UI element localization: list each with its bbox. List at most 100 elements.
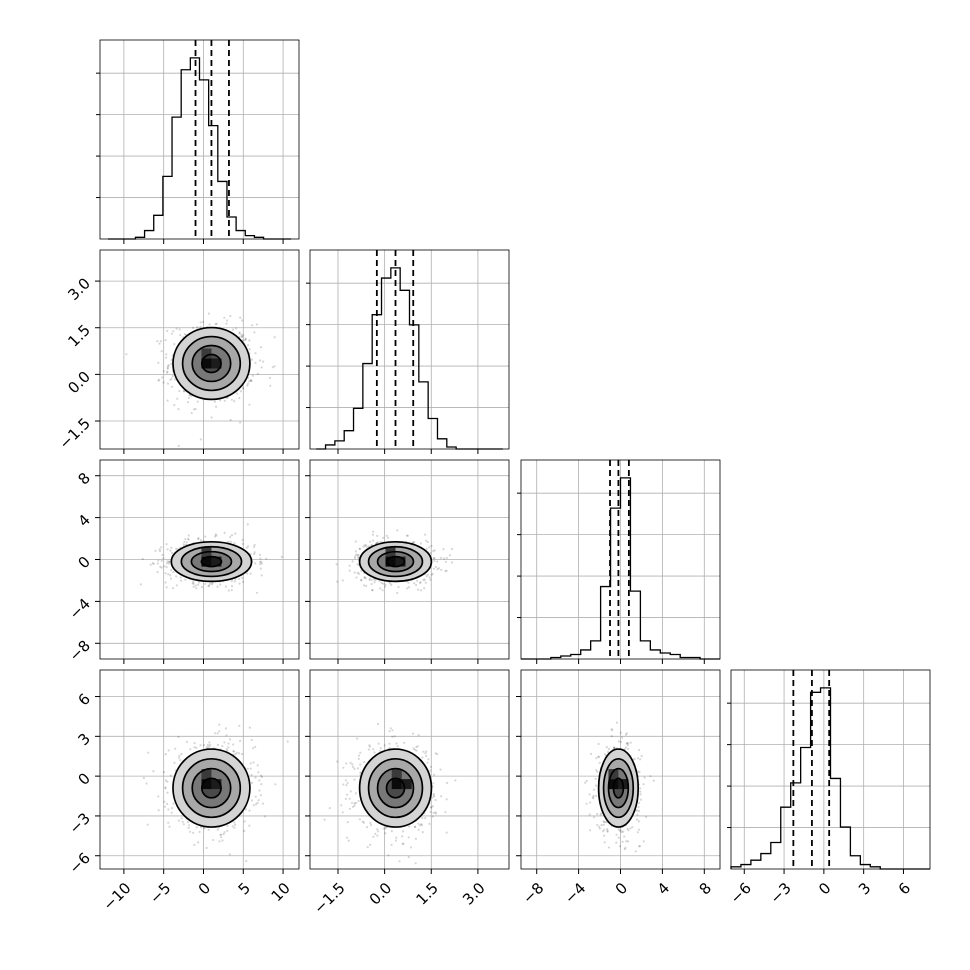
scatter-point — [172, 802, 175, 805]
scatter-point — [208, 584, 211, 587]
scatter-point — [194, 408, 197, 411]
scatter-point — [369, 745, 372, 748]
scatter-point — [444, 570, 447, 573]
scatter-point — [219, 399, 222, 402]
scatter-point — [357, 754, 361, 757]
scatter-point — [445, 781, 449, 785]
scatter-point — [412, 747, 415, 750]
scatter-point — [248, 348, 251, 351]
scatter-point — [246, 344, 250, 347]
contour-line — [607, 767, 630, 809]
scatter-point — [429, 769, 432, 772]
scatter-point — [605, 746, 608, 749]
scatter-point — [618, 845, 622, 848]
scatter-point — [142, 776, 145, 780]
scatter-point — [216, 828, 219, 831]
scatter-point — [629, 741, 632, 744]
scatter-point — [229, 540, 232, 543]
scatter-point — [246, 382, 250, 385]
density-core — [201, 358, 212, 369]
scatter-point — [163, 565, 166, 568]
scatter-point — [191, 582, 194, 585]
scatter-point — [356, 563, 359, 566]
scatter-point — [423, 587, 426, 590]
scatter-point — [257, 799, 260, 802]
scatter-point — [166, 399, 169, 402]
scatter-point — [223, 831, 226, 834]
scatter-point — [248, 380, 251, 383]
scatter-point — [205, 846, 208, 850]
scatter-point — [259, 563, 262, 566]
scatter-point — [274, 783, 277, 786]
scatter-point — [376, 828, 379, 831]
scatter-point — [426, 761, 429, 764]
panel-frame — [99, 249, 300, 450]
scatter-point — [433, 549, 436, 552]
scatter-point — [253, 543, 256, 547]
histogram-series-0 — [107, 57, 292, 240]
scatter-point — [164, 787, 167, 790]
scatter-point — [233, 821, 236, 824]
scatter-point — [407, 581, 410, 584]
panel-frame — [99, 669, 300, 870]
scatter-point — [638, 770, 641, 774]
scatter-point — [598, 825, 601, 828]
scatter-point — [389, 727, 392, 730]
scatter-point — [323, 818, 326, 821]
density-core — [201, 779, 212, 790]
scatter-point — [419, 581, 422, 584]
scatter-point — [407, 586, 411, 589]
scatter-point — [226, 824, 229, 828]
scatter-point — [642, 783, 645, 786]
scatter-point — [259, 561, 262, 564]
scatter-point — [173, 761, 176, 765]
hist-panel-0 — [96, 39, 300, 240]
scatter-point — [158, 549, 162, 553]
scatter-point — [448, 554, 452, 557]
x-tick-label: 1.5 — [412, 879, 442, 909]
scatter-point — [233, 580, 236, 583]
scatter-point — [227, 589, 230, 592]
scatter-point — [589, 801, 592, 804]
scatter-point — [198, 581, 201, 584]
hist-panel-2 — [517, 459, 721, 660]
scatter-point — [636, 818, 639, 821]
scatter-point — [259, 346, 263, 349]
scatter-point — [430, 573, 433, 576]
scatter-point — [234, 327, 238, 330]
y-tick-label: 0 — [75, 553, 94, 572]
scatter-point — [349, 761, 352, 765]
scatter-point — [606, 829, 609, 832]
contour-line — [367, 757, 424, 819]
scatter-point — [162, 381, 165, 384]
histogram-series-3 — [730, 687, 930, 870]
scatter-point — [168, 560, 171, 564]
scatter-point — [356, 767, 359, 770]
scatter-point — [617, 836, 620, 839]
scatter-point — [642, 840, 645, 843]
density-core — [201, 348, 212, 359]
scatter-point — [636, 813, 639, 816]
scatter-point — [617, 740, 621, 743]
scatter-point — [421, 756, 424, 759]
scatter-point — [401, 830, 405, 833]
scatter-point — [637, 828, 641, 831]
scatter-point — [248, 824, 251, 827]
scatter-point — [224, 727, 228, 730]
scatter-point — [359, 751, 362, 754]
scatter-point — [595, 769, 598, 772]
scatter-point — [195, 746, 198, 749]
scatter-point — [229, 535, 232, 539]
scatter-point — [649, 775, 652, 778]
y-tick-label: 3 — [75, 730, 94, 749]
scatter-point — [637, 805, 640, 809]
scatter-point — [353, 802, 356, 805]
scatter-point — [419, 542, 422, 545]
scatter-point — [639, 758, 642, 761]
scatter-point — [428, 546, 431, 549]
y-tick-label: 0.0 — [64, 368, 94, 398]
scatter-point — [349, 790, 352, 793]
scatter-point — [623, 835, 626, 838]
scatter-point — [416, 745, 419, 748]
scatter-point — [364, 543, 367, 546]
